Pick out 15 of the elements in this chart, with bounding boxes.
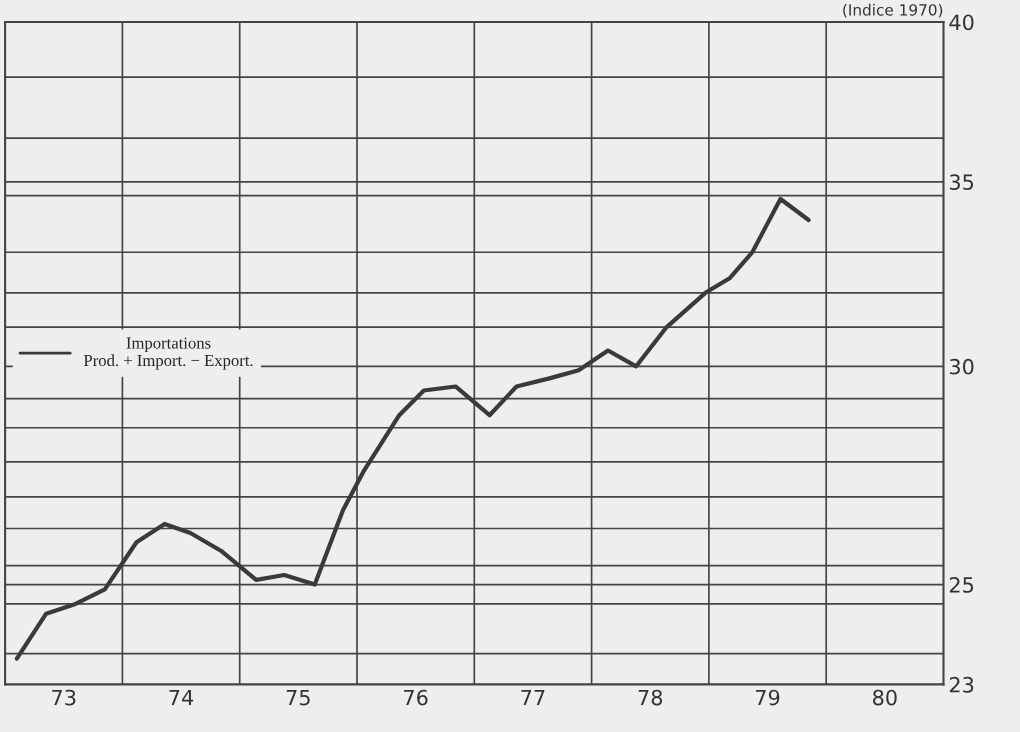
y-tick-label: 35 bbox=[949, 174, 974, 191]
text: Importations Prod. + Import. − Export. bbox=[83, 337, 253, 370]
x-tick-label: 74 bbox=[169, 689, 194, 706]
y-tick-label: 40 bbox=[949, 14, 974, 31]
x-tick-label: 79 bbox=[756, 689, 780, 706]
y-tick-label: 23 bbox=[949, 676, 974, 693]
x-tick-label: 73 bbox=[52, 689, 76, 706]
x-tick-label: 75 bbox=[286, 689, 310, 706]
y-tick-label: 30 bbox=[949, 358, 974, 375]
x-tick-label: 80 bbox=[873, 689, 897, 706]
x-tick-label: 77 bbox=[521, 689, 545, 706]
x-tick-label: 76 bbox=[404, 689, 428, 706]
x-tick-label: 78 bbox=[638, 689, 663, 706]
chart-subtitle: (Indice 1970) bbox=[843, 3, 943, 18]
y-tick-label: 25 bbox=[949, 577, 974, 593]
